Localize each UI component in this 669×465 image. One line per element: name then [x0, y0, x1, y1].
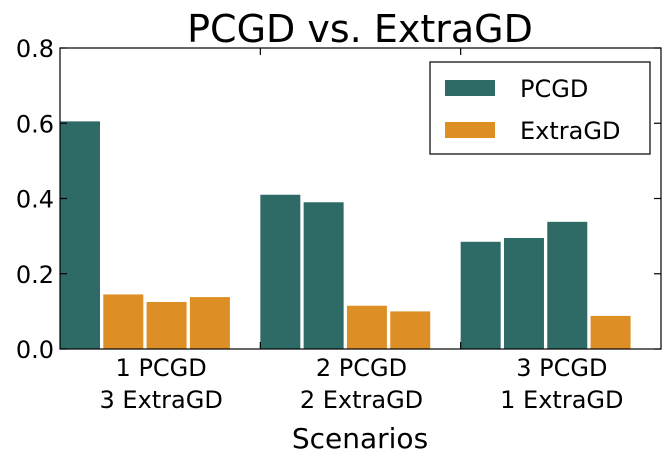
- bar-extragd-g2-3: [346, 305, 387, 349]
- bar-extragd-g2-4: [390, 311, 431, 349]
- bars-layer: [60, 121, 631, 350]
- bar-pcgd-g1-1: [60, 121, 100, 350]
- y-tick-label: 0.0: [16, 336, 54, 364]
- bar-pcgd-g3-2: [503, 238, 544, 349]
- x-tick-label-line2: 1 ExtraGD: [500, 386, 623, 414]
- bar-pcgd-g3-1: [460, 241, 501, 349]
- y-tick-label: 0.8: [16, 35, 54, 63]
- legend-swatch-extragd: [445, 122, 495, 138]
- bar-extragd-g3-4: [590, 315, 631, 349]
- x-tick-label-line1: 2 PCGD: [316, 354, 407, 382]
- x-axis-label: Scenarios: [292, 422, 428, 455]
- axes-layer: 0.0 0.2 0.4 0.6 0.8 1 PCGD 3 ExtraGD 2 PCGD 2 Ex…: [16, 35, 662, 414]
- y-tick-label: 0.2: [16, 261, 54, 289]
- chart-title: PCGD vs. ExtraGD: [187, 7, 533, 51]
- bar-extragd-g1-4: [189, 297, 230, 349]
- legend-label-pcgd: PCGD: [520, 75, 588, 103]
- x-tick-label-line2: 3 ExtraGD: [100, 386, 223, 414]
- x-tick-label-line1: 1 PCGD: [116, 354, 207, 382]
- legend-label-extragd: ExtraGD: [520, 117, 620, 145]
- legend-box: [429, 61, 651, 155]
- bar-extragd-g1-3: [146, 301, 187, 349]
- y-tick-label: 0.6: [16, 110, 54, 138]
- bar-pcgd-g3-3: [547, 221, 588, 349]
- y-tick-label: 0.4: [16, 186, 54, 214]
- x-tick-label-line2: 2 ExtraGD: [300, 386, 423, 414]
- x-tick-label-line1: 3 PCGD: [516, 354, 607, 382]
- legend: PCGD ExtraGD: [429, 61, 651, 155]
- bar-pcgd-g2-1: [260, 194, 301, 349]
- bar-extragd-g1-2: [103, 294, 144, 349]
- bar-pcgd-g2-2: [303, 202, 344, 349]
- legend-swatch-pcgd: [445, 80, 495, 96]
